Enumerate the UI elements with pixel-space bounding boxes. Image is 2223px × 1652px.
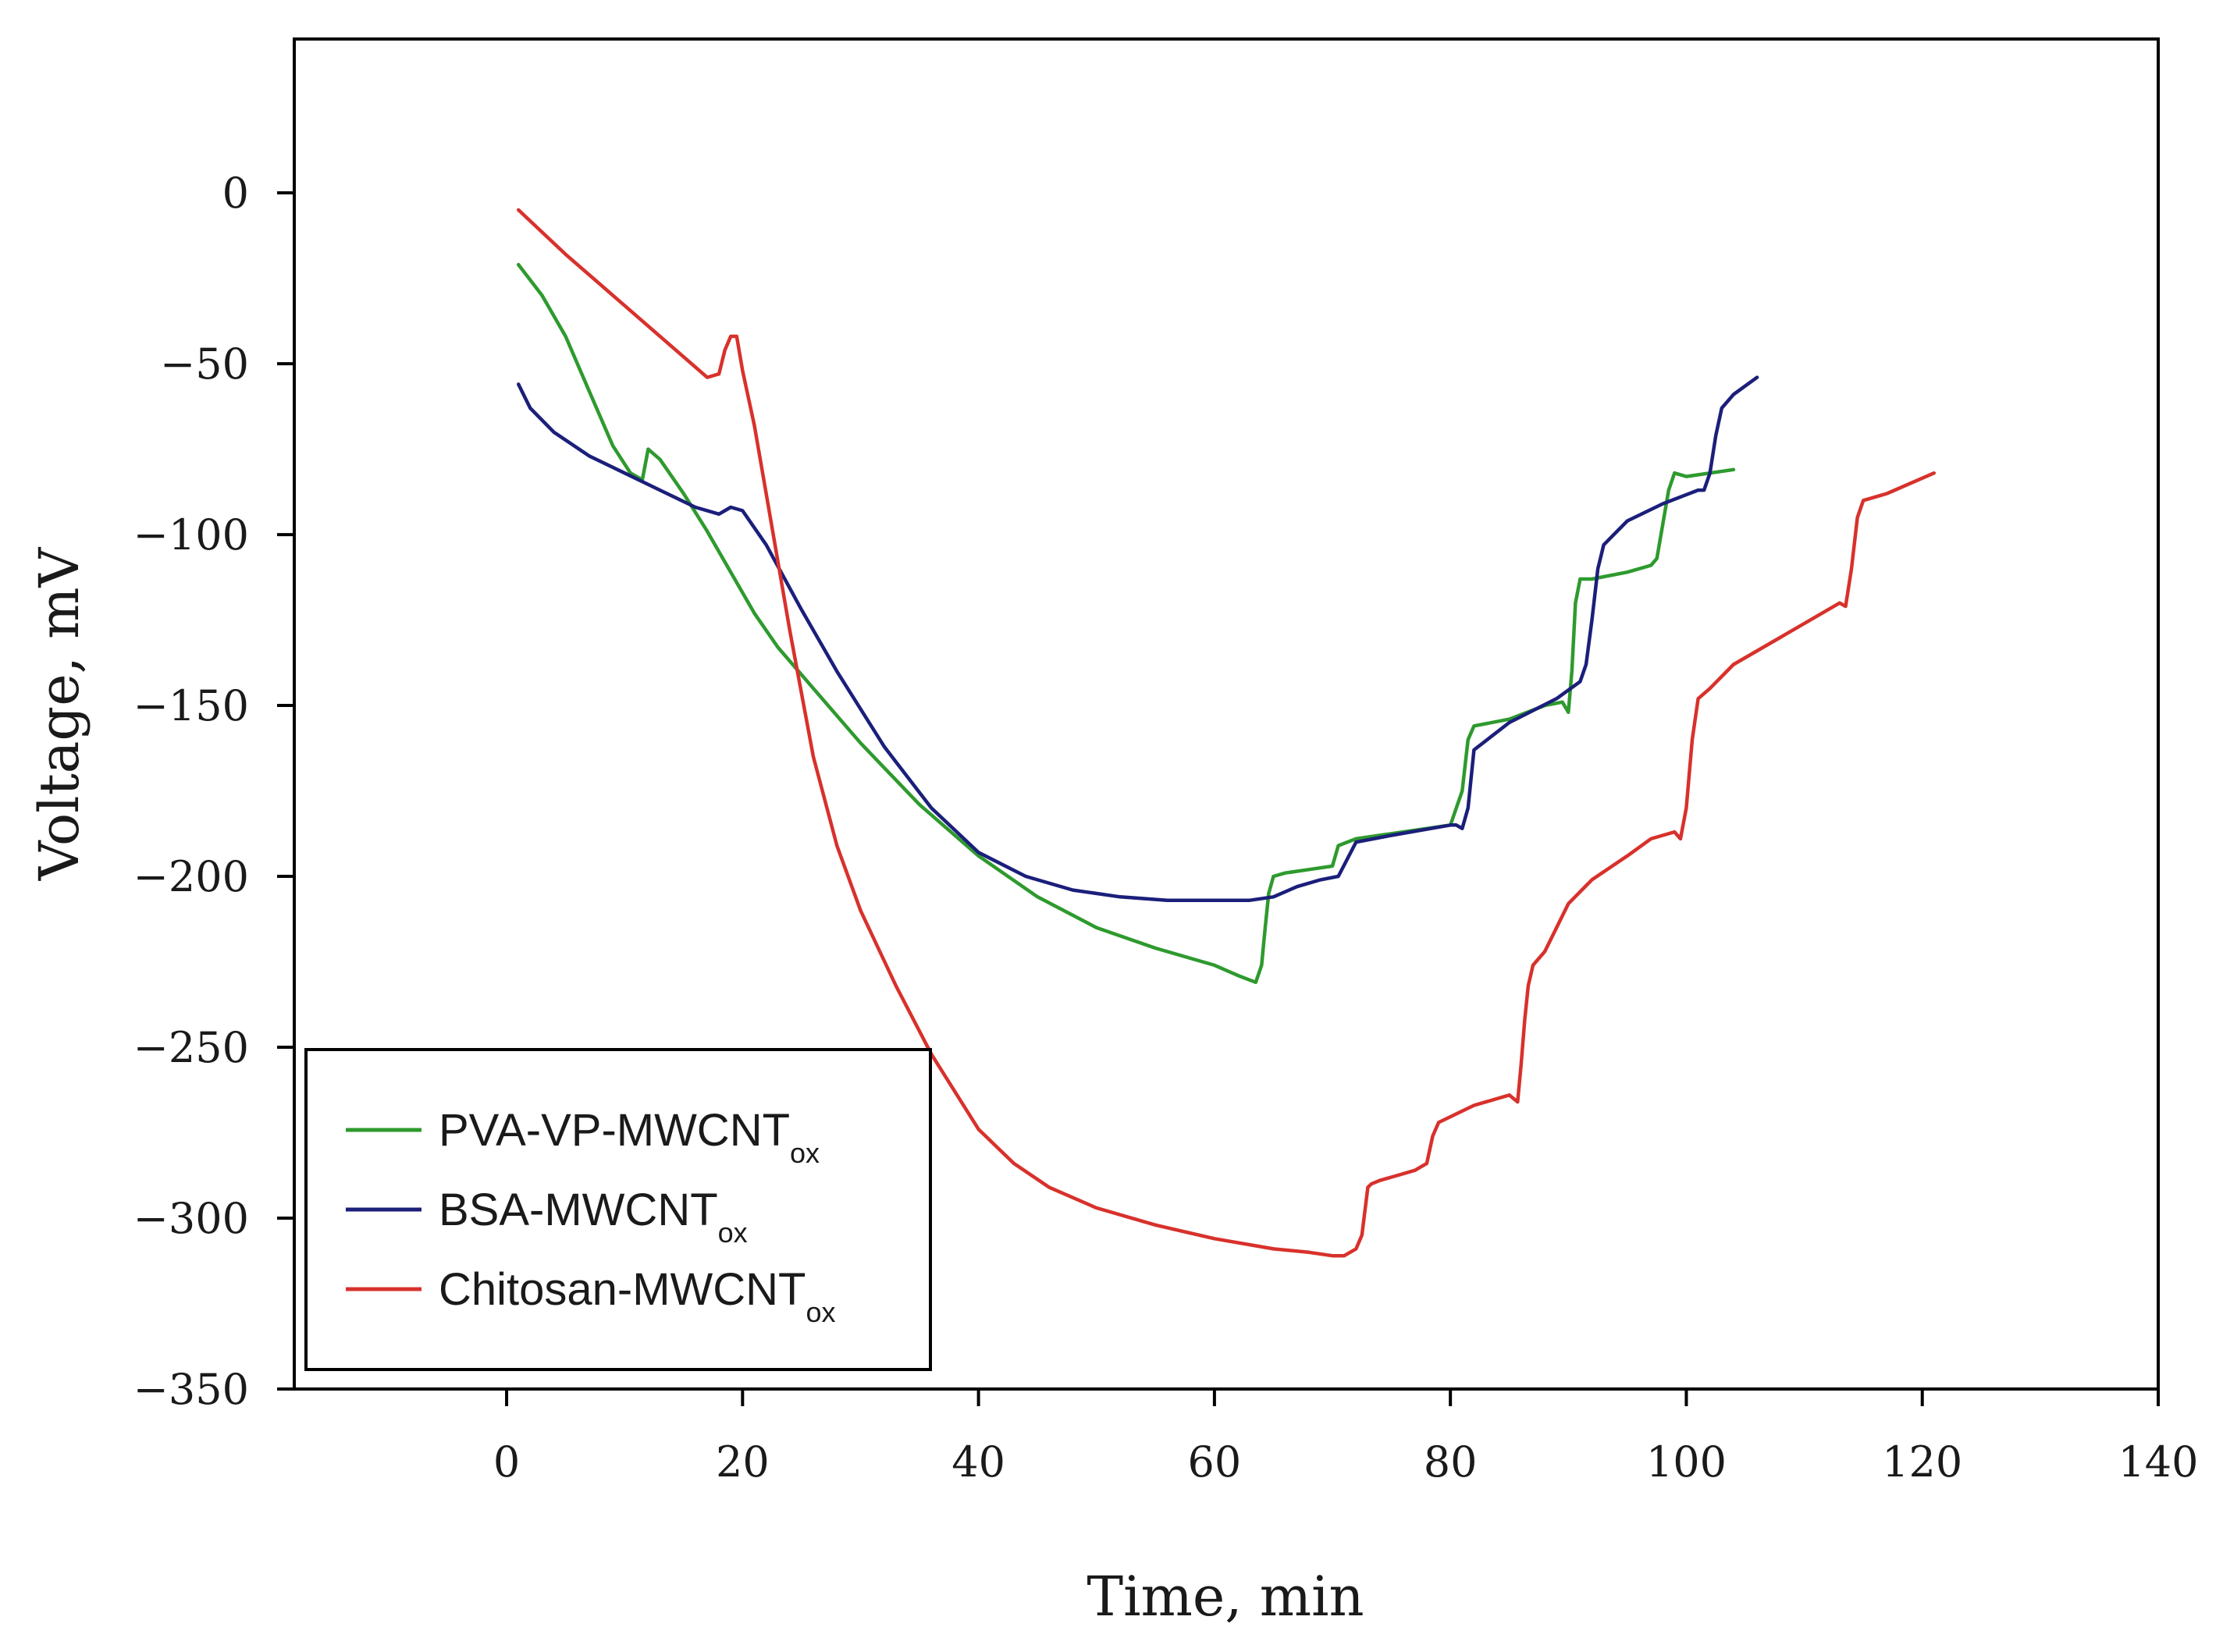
x-axis-title: Time, min	[1087, 1565, 1364, 1629]
x-tick-label: 100	[1646, 1437, 1727, 1487]
y-tick-label: −350	[133, 1365, 249, 1414]
legend: PVA-VP-MWCNTox BSA-MWCNTox Chitosan-MWCN…	[304, 1048, 932, 1371]
series-line-chitosan	[516, 208, 1937, 1258]
series-lines	[516, 208, 1937, 1258]
legend-label-chitosan: Chitosan-MWCNTox	[439, 1264, 836, 1328]
x-tick-label: 120	[1882, 1437, 1962, 1487]
legend-label-bsa: BSA-MWCNTox	[439, 1185, 748, 1249]
y-axis-ticks: 0 −50 −100 −150 −200 −250 −300 −350	[133, 169, 294, 1414]
legend-label-pva: PVA-VP-MWCNTox	[439, 1105, 820, 1169]
y-tick-label: 0	[222, 169, 249, 218]
x-tick-label: 60	[1188, 1437, 1242, 1487]
y-axis-title: Voltage, mV	[27, 546, 91, 881]
x-tick-label: 80	[1424, 1437, 1478, 1487]
series-line-pva-vp	[516, 262, 1736, 985]
x-tick-label: 0	[493, 1437, 520, 1487]
x-tick-label: 40	[951, 1437, 1005, 1487]
y-tick-label: −300	[133, 1194, 249, 1243]
x-axis-ticks: 0 20 40 60 80 100 120 140	[493, 1389, 2199, 1487]
y-tick-label: −50	[160, 339, 249, 389]
series-line-bsa	[516, 375, 1759, 902]
y-tick-label: −100	[133, 510, 249, 560]
plot-frame	[293, 37, 2160, 1391]
y-tick-label: −200	[133, 852, 249, 901]
x-tick-label: 20	[716, 1437, 770, 1487]
y-tick-label: −150	[133, 681, 249, 730]
x-tick-label: 140	[2118, 1437, 2198, 1487]
y-tick-label: −250	[133, 1023, 249, 1072]
